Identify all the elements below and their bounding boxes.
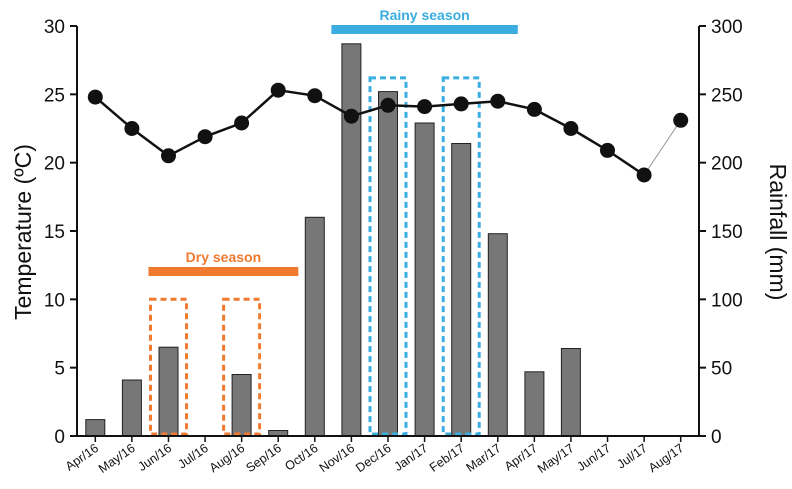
- rainfall-bar-2: [158, 346, 179, 437]
- temperature-point-14: [600, 142, 615, 158]
- rainfall-bar-0: [85, 419, 106, 437]
- temperature-point-5: [270, 82, 286, 98]
- season-label-0: Dry season: [186, 249, 261, 265]
- x-tick-label-1: May/16: [96, 441, 138, 476]
- y-left-tick-label-6: 30: [44, 17, 65, 38]
- temperature-point-7: [343, 108, 359, 124]
- rainfall-bar-6: [304, 216, 325, 437]
- y-right-tick-label-6: 300: [711, 17, 743, 38]
- x-tick-label-2: Jun/16: [135, 441, 174, 474]
- y-left-tick-label-3: 15: [44, 222, 65, 243]
- temperature-line: [87, 82, 689, 183]
- temperature-segment-4: [240, 89, 280, 124]
- y-right-tick-label-4: 200: [711, 154, 743, 175]
- rainfall-bar-7: [341, 43, 362, 437]
- temperature-point-3: [197, 129, 213, 145]
- x-tick-label-8: Dec/16: [353, 441, 394, 475]
- season-annotations: Dry season Rainy season: [148, 7, 518, 276]
- temperature-point-8: [380, 97, 396, 113]
- temperature-point-12: [526, 101, 542, 117]
- y-left-tick-label-2: 10: [44, 290, 65, 311]
- x-tick-label-6: Oct/16: [282, 441, 320, 474]
- x-tick-label-4: Aug/16: [207, 441, 248, 475]
- x-tick-label-9: Jan/17: [392, 441, 431, 474]
- temperature-point-15: [636, 167, 652, 183]
- y-axis-left-label: Temperature (ºC): [10, 144, 36, 320]
- season-highlight-0-1: [222, 297, 262, 436]
- y-right-tick-label-3: 150: [711, 222, 743, 243]
- season-bar-0: [148, 267, 299, 276]
- temperature-point-4: [234, 115, 250, 131]
- y-right-tick-label-5: 250: [711, 85, 743, 106]
- temperature-point-2: [161, 148, 176, 164]
- season-highlight-0-0: [149, 297, 188, 436]
- season-highlight-1-0: [368, 76, 408, 436]
- x-tick-label-16: Aug/17: [646, 441, 687, 475]
- x-tick-label-11: Mar/17: [464, 441, 504, 475]
- season-label-1: Rainy season: [379, 7, 469, 23]
- y-right-tick-label-1: 50: [711, 359, 732, 380]
- rainfall-bar-10: [451, 143, 472, 437]
- temperature-point-0: [87, 89, 103, 105]
- temperature-point-16: [673, 112, 689, 128]
- y-left-tick-label-0: 0: [54, 427, 65, 448]
- rainfall-bar-8: [378, 91, 398, 437]
- temperature-point-1: [124, 121, 140, 136]
- temperature-segment-1: [131, 127, 170, 157]
- rainfall-bar-13: [560, 348, 581, 437]
- rainfall-bars: [85, 43, 581, 437]
- season-bar-1: [331, 25, 518, 34]
- x-tick-label-15: Jul/17: [614, 441, 649, 472]
- rainfall-bar-12: [524, 371, 545, 437]
- x-tick-label-7: Nov/16: [317, 441, 358, 475]
- x-tick-label-13: May/17: [535, 441, 577, 476]
- y-left-tick-label-1: 5: [54, 359, 65, 380]
- x-tick-label-5: Sep/16: [243, 441, 284, 475]
- y-right-tick-label-2: 100: [711, 290, 743, 311]
- temperature-point-13: [563, 121, 579, 136]
- temperature-point-9: [417, 99, 433, 115]
- rainfall-bar-1: [121, 379, 142, 437]
- temperature-point-11: [490, 93, 506, 109]
- x-tick-label-0: Apr/16: [63, 441, 101, 474]
- rainfall-bar-4: [231, 374, 252, 437]
- x-tick-label-14: Jun/17: [574, 441, 613, 474]
- temperature-segment-15: [643, 120, 682, 176]
- temperature-segment-0: [94, 96, 133, 130]
- temperature-point-10: [453, 96, 469, 112]
- temperature-point-6: [307, 88, 323, 104]
- season-highlight-1-1: [441, 76, 481, 436]
- x-tick-label-3: Jul/16: [175, 441, 210, 472]
- x-tick-label-10: Feb/17: [427, 441, 467, 475]
- x-tick-label-12: Apr/17: [502, 441, 540, 474]
- season-highlights: [149, 76, 481, 436]
- rainfall-bar-9: [414, 122, 435, 437]
- rainfall-bar-11: [487, 233, 508, 437]
- y-axis-right-label: Rainfall (mm): [765, 164, 791, 301]
- y-left-tick-label-5: 25: [44, 85, 65, 106]
- y-right-tick-label-0: 0: [711, 427, 722, 448]
- y-left-tick-label-4: 20: [44, 154, 65, 175]
